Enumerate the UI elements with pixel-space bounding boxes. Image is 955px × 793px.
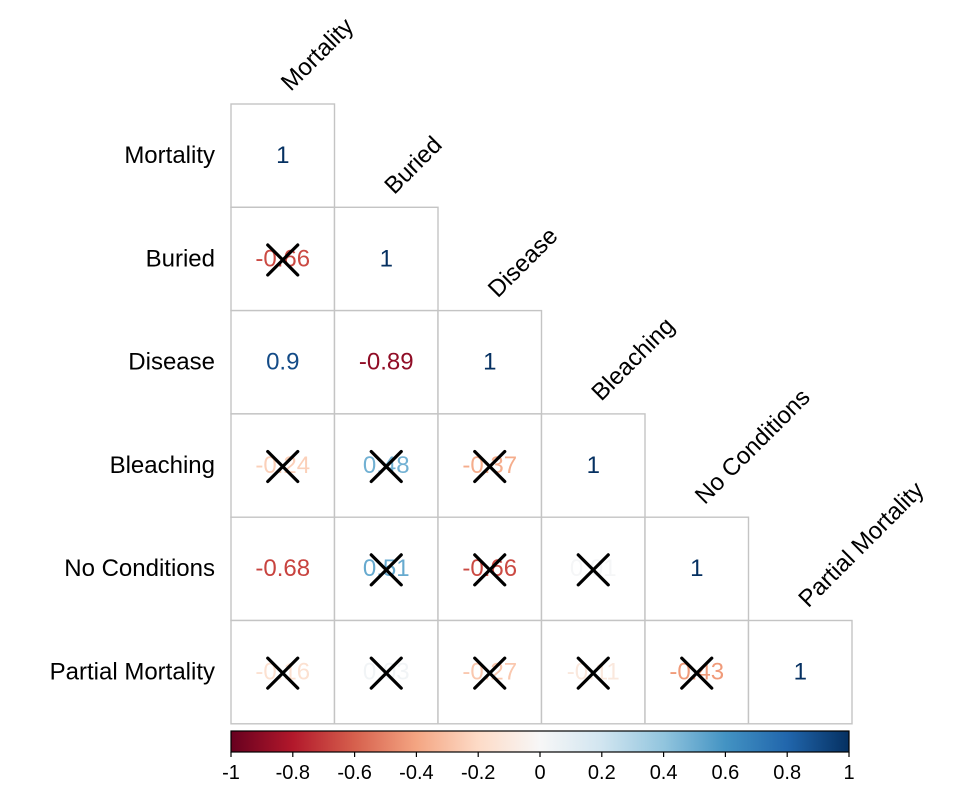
colorbar-tick-label: -0.2 <box>461 762 495 784</box>
insignificant-cross-icon <box>473 656 507 690</box>
row-label-no-conditions: No Conditions <box>64 555 215 582</box>
cell-box <box>437 309 543 415</box>
colorbar-tick-label: 0 <box>534 762 545 784</box>
colorbar-tick-label: -0.8 <box>276 762 310 784</box>
cell-bleaching-buried: 0.48 <box>333 413 439 518</box>
row-label-partial-mortality: Partial Mortality <box>50 658 215 685</box>
cell-bleaching-bleaching: 1 <box>540 413 646 518</box>
insignificant-cross-icon <box>369 656 403 690</box>
insignificant-cross-icon <box>266 656 300 690</box>
insignificant-cross-icon <box>369 449 403 484</box>
column-label-partial-mortality: Partial Mortality <box>793 477 929 613</box>
cell-value: 1 <box>794 658 807 685</box>
cell-partial-mortality-disease: -0.27 <box>437 619 543 725</box>
cell-value: 0.9 <box>266 349 299 376</box>
cell-no-conditions-disease: -0.66 <box>437 516 543 622</box>
insignificant-cross-icon <box>576 656 610 690</box>
colorbar-tick-label: 0.8 <box>773 762 801 784</box>
cell-buried-mortality: -0.66 <box>230 206 336 312</box>
colorbar-gradient <box>230 730 850 753</box>
colorbar-tick-label: 0.4 <box>650 762 678 784</box>
cell-partial-mortality-partial-mortality: 1 <box>747 619 853 725</box>
column-label-no-conditions: No Conditions <box>690 384 816 510</box>
row-label-bleaching: Bleaching <box>110 452 215 479</box>
insignificant-cross-icon <box>680 656 714 690</box>
column-label-disease: Disease <box>483 222 563 302</box>
insignificant-cross-icon <box>473 553 507 587</box>
colorbar-ticks: -1 -0.8 -0.6 -0.4 -0.2 0 0.2 0.4 0.6 0.8 1 <box>222 752 855 784</box>
cell-value: 1 <box>690 555 703 582</box>
cell-partial-mortality-no-conditions: -0.43 <box>644 619 750 725</box>
column-label-bleaching: Bleaching <box>586 313 680 407</box>
row-label-mortality: Mortality <box>124 142 215 169</box>
cell-no-conditions-mortality: -0.68 <box>230 516 336 622</box>
colorbar-tick-label: -1 <box>222 762 240 784</box>
cell-disease-buried: -0.89 <box>333 309 439 415</box>
cell-no-conditions-no-conditions: 1 <box>644 516 750 622</box>
cell-partial-mortality-bleaching: -0.11 <box>540 619 646 725</box>
cell-partial-mortality-buried: 0.03 <box>333 619 439 725</box>
cell-value: 1 <box>380 245 393 272</box>
cell-partial-mortality-mortality: -0.16 <box>230 619 336 725</box>
column-label-buried: Buried <box>379 131 447 199</box>
row-labels: Mortality Buried Disease Bleaching No Condit… <box>50 142 215 686</box>
heatmap-cells: 1 -0.66 1 0.9 -0.89 1 -0.240.48-0.37 1 -0.68 0.51… <box>230 103 853 725</box>
insignificant-cross-icon <box>576 553 610 587</box>
cell-box <box>230 103 336 209</box>
cell-bleaching-mortality: -0.24 <box>230 413 336 518</box>
colorbar: -1 -0.8 -0.6 -0.4 -0.2 0 0.2 0.4 0.6 0.8 1 <box>222 730 855 784</box>
insignificant-cross-icon <box>266 243 300 277</box>
colorbar-tick-label: 0.6 <box>711 762 739 784</box>
cell-bleaching-disease: -0.37 <box>437 413 543 518</box>
cell-disease-disease: 1 <box>437 309 543 415</box>
cell-value: 1 <box>587 452 600 479</box>
insignificant-cross-icon <box>266 449 300 484</box>
cell-disease-mortality: 0.9 <box>230 309 336 415</box>
cell-no-conditions-buried: 0.51 <box>333 516 439 622</box>
cell-box <box>230 516 336 622</box>
cell-value: 1 <box>483 349 496 376</box>
cell-value: 1 <box>276 142 289 169</box>
row-label-disease: Disease <box>128 349 215 376</box>
colorbar-tick-label: -0.6 <box>337 762 371 784</box>
cell-box <box>333 206 439 312</box>
colorbar-tick-label: -0.4 <box>399 762 433 784</box>
cell-box <box>230 309 336 415</box>
cell-value: -0.89 <box>359 349 414 376</box>
cell-no-conditions-bleaching: 0.01 <box>540 516 646 622</box>
row-label-buried: Buried <box>146 245 215 272</box>
cell-box <box>644 516 750 622</box>
column-label-mortality: Mortality <box>276 13 359 96</box>
cell-value: -0.68 <box>255 555 310 582</box>
cell-mortality-mortality: 1 <box>230 103 336 209</box>
cell-buried-buried: 1 <box>333 206 439 312</box>
cell-box <box>540 413 646 518</box>
cell-box <box>333 309 439 415</box>
insignificant-cross-icon <box>369 553 403 587</box>
colorbar-tick-label: 1 <box>843 762 854 784</box>
colorbar-tick-label: 0.2 <box>588 762 616 784</box>
cell-box <box>747 619 853 725</box>
insignificant-cross-icon <box>473 449 507 484</box>
